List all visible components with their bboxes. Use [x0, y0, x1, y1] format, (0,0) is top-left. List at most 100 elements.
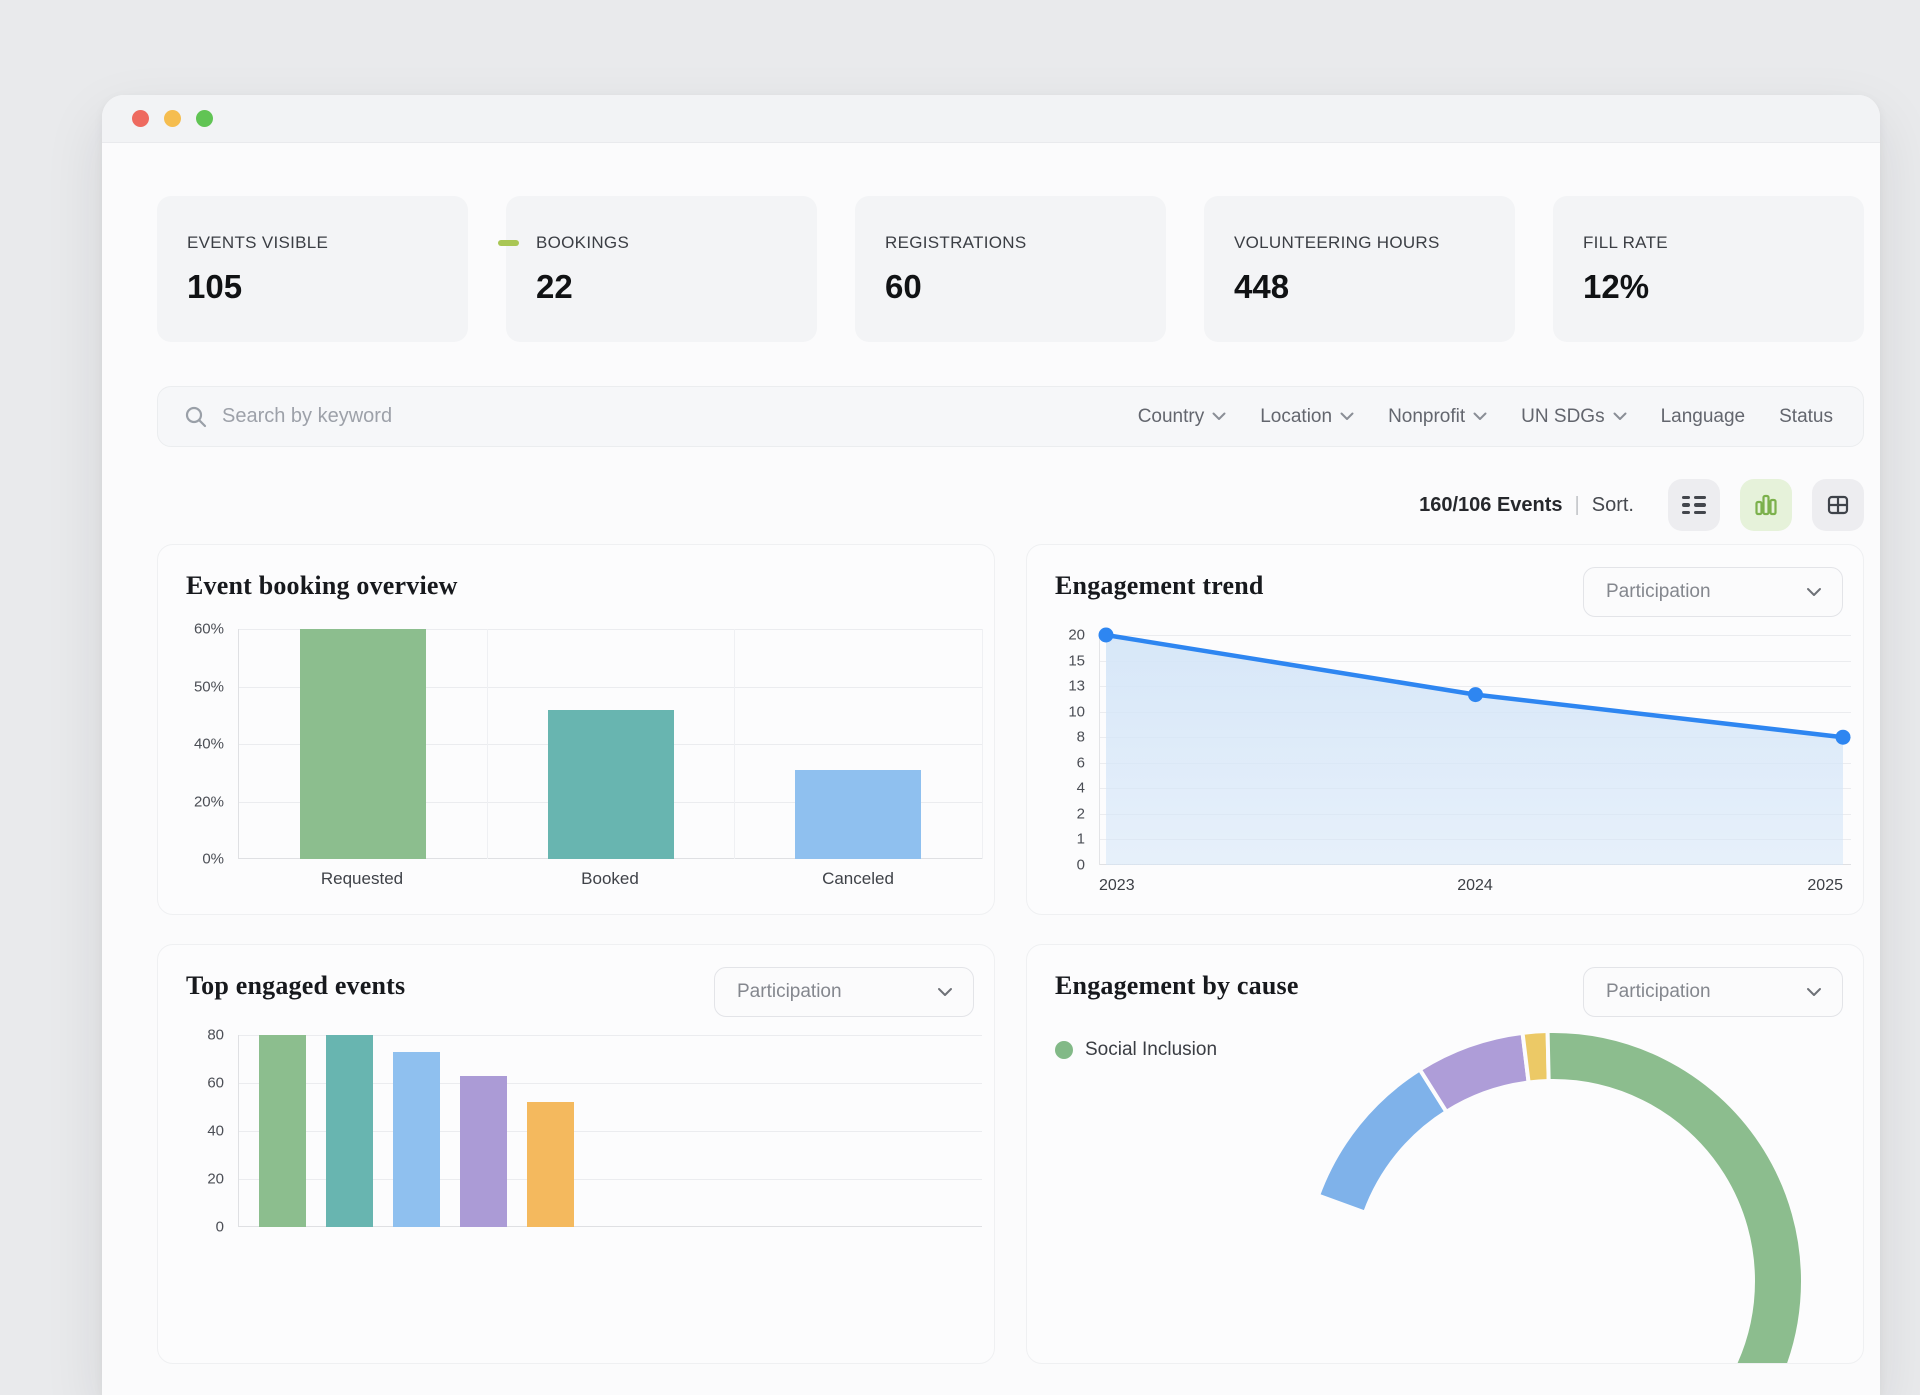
chart-card-engagement-by-cause: Engagement by cause Participation Social… [1026, 944, 1864, 1364]
bar-chart-plot [238, 629, 983, 859]
x-axis-label: Canceled [822, 869, 894, 888]
bar [299, 629, 426, 859]
vertical-gridline [982, 629, 983, 859]
bar-cell [239, 629, 487, 859]
y-axis-label: 4 [1076, 779, 1085, 797]
chevron-down-icon [1613, 412, 1627, 420]
filter-label: UN SDGs [1521, 405, 1605, 427]
stat-card-bookings: BOOKINGS 22 [506, 196, 817, 342]
stat-value: 105 [187, 268, 243, 305]
bars-group [239, 629, 982, 859]
gridline [239, 1083, 982, 1084]
y-axis-label: 20% [193, 793, 224, 810]
participation-dropdown[interactable]: Participation [1583, 567, 1843, 617]
vertical-gridline [734, 629, 736, 859]
search-input[interactable] [222, 405, 1124, 428]
y-axis-label: 1 [1076, 830, 1085, 848]
filter-un-sdgs[interactable]: UN SDGs [1521, 405, 1627, 428]
y-axis-label: 20 [1068, 626, 1085, 644]
y-axis-label: 15 [1068, 652, 1085, 670]
participation-dropdown[interactable]: Participation [1583, 967, 1843, 1017]
y-axis-label: 20 [207, 1170, 224, 1188]
search-icon [185, 406, 207, 427]
trend-area [1106, 635, 1843, 865]
filter-country[interactable]: Country [1138, 406, 1227, 428]
green-dash-indicator [498, 240, 519, 246]
filter-nonprofit[interactable]: Nonprofit [1388, 406, 1487, 428]
y-axis-label: 0 [215, 1218, 224, 1236]
traffic-light-close-button[interactable] [132, 110, 149, 127]
stats-row: EVENTS VISIBLE 105 BOOKINGS 22 REGISTRAT… [157, 196, 1864, 342]
app-window: EVENTS VISIBLE 105 BOOKINGS 22 REGISTRAT… [102, 95, 1880, 1395]
filter-language[interactable]: Language [1661, 406, 1746, 428]
donut-slice [1520, 1029, 1551, 1085]
chevron-down-icon [938, 988, 952, 996]
stat-label: REGISTRATIONS [885, 233, 1027, 252]
x-axis-label: 2025 [1807, 877, 1843, 894]
stat-label: VOLUNTEERING HOURS [1234, 233, 1440, 252]
bar [326, 1035, 373, 1227]
chevron-down-icon [1212, 412, 1226, 420]
gridline [1100, 660, 1851, 662]
gridline [1100, 635, 1851, 636]
stat-card-registrations: REGISTRATIONS 60 [855, 196, 1166, 342]
trend-line-chart [1098, 627, 1851, 865]
y-axis-label: 13 [1068, 677, 1085, 695]
gridline [1100, 686, 1851, 688]
y-axis-label: 8 [1076, 728, 1085, 746]
traffic-light-minimize-button[interactable] [164, 110, 181, 127]
stat-value: 60 [885, 268, 922, 305]
legend-item-social-inclusion: Social Inclusion [1055, 1039, 1851, 1061]
donut-slice [1315, 1066, 1450, 1216]
grid-icon [1827, 495, 1849, 515]
x-axis-label: Booked [581, 869, 639, 888]
y-axis-label: 10 [1068, 703, 1085, 721]
traffic-light-zoom-button[interactable] [196, 110, 213, 127]
y-axis: 0% 20% 40% 50% 60% [186, 621, 238, 868]
legend-label: Social Inclusion [1085, 1039, 1218, 1060]
data-point [1098, 627, 1114, 643]
y-axis-label: 0 [1076, 856, 1085, 874]
events-count: 160/106 Events [1419, 493, 1563, 516]
chart-card-top-engaged-events: Top engaged events Participation 0 20 40 60… [157, 944, 995, 1364]
grid-view-button[interactable] [1812, 479, 1864, 531]
participation-dropdown[interactable]: Participation [714, 967, 974, 1017]
window-titlebar [102, 95, 1880, 143]
x-axis-label: 2024 [1457, 877, 1493, 894]
x-axis-labels: Requested Booked Canceled [238, 869, 982, 889]
stat-value: 22 [536, 268, 573, 305]
gridline [239, 686, 982, 688]
bar [460, 1075, 507, 1227]
dropdown-value: Participation [737, 981, 842, 1002]
filter-status[interactable]: Status [1779, 406, 1833, 428]
bar [547, 709, 674, 859]
bar [527, 1102, 574, 1227]
bar [259, 1035, 306, 1227]
results-toolbar: 160/106 Events | Sort. [157, 477, 1864, 533]
gridline [239, 629, 982, 630]
chart-title: Event booking overview [186, 571, 458, 600]
y-axis-label: 40 [207, 1122, 224, 1140]
bar [795, 769, 922, 859]
filter-location[interactable]: Location [1260, 406, 1354, 428]
chart-card-event-booking-overview: Event booking overview 0% 20% 40% 50% 60% Re… [157, 544, 995, 915]
chevron-down-icon [1473, 412, 1487, 420]
vertical-gridline [486, 629, 488, 859]
legend-dot [1055, 1041, 1073, 1059]
data-point [1835, 729, 1851, 745]
line-chart-plot [1098, 627, 1851, 865]
dropdown-value: Participation [1606, 981, 1711, 1002]
y-axis-label: 6 [1076, 754, 1085, 772]
list-view-button[interactable] [1668, 479, 1720, 531]
x-axis-label: Requested [320, 869, 404, 888]
sort-control[interactable]: Sort. [1591, 493, 1634, 516]
stat-card-events-visible: EVENTS VISIBLE 105 [157, 196, 468, 342]
y-axis-label: 0% [202, 850, 224, 868]
y-axis-label: 40% [193, 735, 224, 753]
bars-group [259, 1035, 574, 1227]
filter-label: Location [1260, 405, 1333, 427]
stat-card-fill-rate: FILL RATE 12% [1553, 196, 1864, 342]
chart-view-button[interactable] [1740, 479, 1792, 531]
stat-card-volunteering-hours: VOLUNTEERING HOURS 448 [1204, 196, 1515, 342]
x-axis-labels: 2023 2024 2025 [1099, 873, 1851, 899]
